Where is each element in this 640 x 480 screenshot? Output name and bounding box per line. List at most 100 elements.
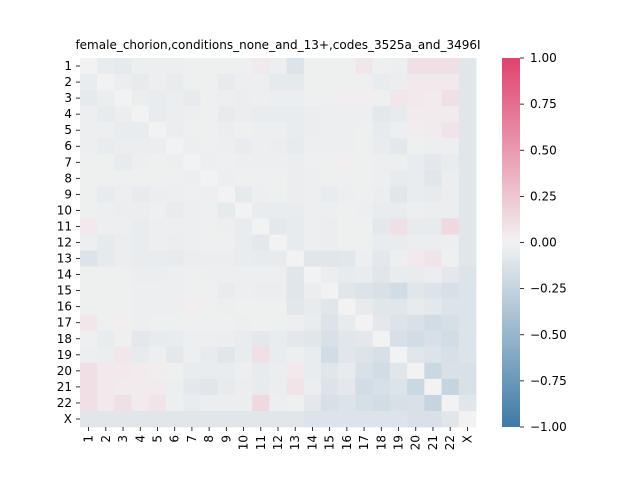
heatmap-cell — [183, 266, 201, 284]
heatmap-cell — [166, 394, 184, 412]
heatmap-cell — [407, 106, 425, 123]
heatmap-cell — [372, 154, 391, 171]
heatmap-cell — [97, 314, 115, 332]
heatmap-cell — [166, 266, 184, 284]
heatmap-cell — [389, 282, 408, 300]
heatmap-cell — [114, 394, 133, 412]
heatmap-cell — [234, 186, 253, 203]
heatmap-cell — [131, 106, 150, 123]
heatmap-cell — [355, 186, 374, 203]
heatmap-cell — [217, 106, 236, 123]
heatmap-cell — [183, 106, 201, 123]
x-tick-label: 9 — [219, 435, 233, 443]
heatmap-cell — [183, 170, 201, 187]
heatmap-cell — [407, 58, 425, 75]
heatmap-cell — [372, 394, 391, 412]
heatmap-cell — [372, 90, 391, 107]
heatmap-cell — [321, 154, 339, 171]
heatmap-cell — [424, 266, 442, 284]
heatmap-cell — [114, 298, 133, 316]
heatmap-cell — [148, 138, 167, 155]
heatmap-cell — [269, 122, 288, 139]
heatmap-cell — [441, 346, 460, 364]
heatmap-cell — [200, 186, 219, 203]
heatmap-cell — [372, 362, 391, 380]
heatmap-cell — [80, 106, 98, 123]
heatmap-cell — [424, 250, 442, 267]
heatmap-cell — [372, 314, 391, 332]
x-tick-label: 18 — [374, 435, 388, 450]
heatmap-cell — [80, 298, 98, 316]
heatmap-cell — [441, 154, 460, 171]
y-tick-label: 9 — [64, 187, 72, 201]
heatmap-cell — [183, 58, 201, 75]
heatmap-cell — [217, 218, 236, 235]
heatmap-cell — [372, 58, 391, 75]
heatmap-cell — [458, 298, 477, 316]
heatmap-cell — [234, 106, 253, 123]
heatmap-cell — [183, 330, 201, 348]
heatmap-cell — [148, 378, 167, 396]
heatmap-cell — [389, 298, 408, 316]
heatmap-cell — [372, 410, 391, 428]
y-tick-label: 5 — [64, 123, 72, 137]
heatmap-cell — [200, 378, 219, 396]
heatmap-cell — [269, 362, 288, 380]
heatmap-cell — [200, 250, 219, 267]
heatmap-cell — [338, 282, 356, 300]
heatmap-cell — [458, 90, 477, 107]
heatmap-cell — [252, 218, 270, 235]
heatmap-cell — [97, 202, 115, 219]
heatmap-cell — [114, 266, 133, 284]
heatmap-cell — [372, 106, 391, 123]
heatmap-cell — [217, 346, 236, 364]
heatmap-cell — [372, 138, 391, 155]
heatmap-cell — [372, 266, 391, 284]
heatmap-cell — [338, 394, 356, 412]
heatmap-cell — [303, 58, 322, 75]
heatmap-cell — [321, 346, 339, 364]
heatmap-cell — [458, 74, 477, 91]
heatmap-cell — [303, 90, 322, 107]
x-tick-label: 5 — [150, 435, 164, 443]
y-tick-label: 22 — [57, 396, 72, 410]
heatmap-cell — [338, 346, 356, 364]
heatmap-cell — [131, 154, 150, 171]
heatmap-cell — [303, 154, 322, 171]
heatmap-cell — [424, 186, 442, 203]
heatmap-cell — [183, 378, 201, 396]
heatmap-cell — [286, 314, 305, 332]
heatmap-cell — [97, 250, 115, 267]
y-tick-label: 13 — [57, 252, 72, 266]
colorbar-tick-label: −1.00 — [530, 420, 567, 434]
heatmap-cell — [338, 186, 356, 203]
heatmap-cell — [131, 58, 150, 75]
heatmap-cell — [441, 330, 460, 348]
heatmap-cell — [407, 74, 425, 91]
heatmap-cell — [217, 74, 236, 91]
heatmap-cell — [321, 202, 339, 219]
heatmap-cell — [269, 378, 288, 396]
heatmap-cell — [131, 90, 150, 107]
colorbar-tick-label: −0.25 — [530, 282, 567, 296]
heatmap-cell — [458, 186, 477, 203]
heatmap-cell — [183, 202, 201, 219]
colorbar-tick-label: 1.00 — [530, 51, 557, 65]
heatmap-cell — [407, 346, 425, 364]
heatmap-cell — [355, 74, 374, 91]
heatmap-cell — [303, 394, 322, 412]
heatmap-cell — [131, 202, 150, 219]
heatmap-cell — [80, 74, 98, 91]
heatmap-cell — [217, 234, 236, 251]
heatmap-cell — [80, 58, 98, 75]
heatmap-cell — [407, 330, 425, 348]
heatmap-cell — [286, 250, 305, 267]
colorbar-tick-label: 0.25 — [530, 189, 557, 203]
heatmap-cell — [166, 138, 184, 155]
heatmap-cell — [234, 154, 253, 171]
heatmap-cell — [200, 394, 219, 412]
heatmap-cell — [407, 138, 425, 155]
heatmap-cell — [217, 138, 236, 155]
heatmap-cell — [166, 314, 184, 332]
